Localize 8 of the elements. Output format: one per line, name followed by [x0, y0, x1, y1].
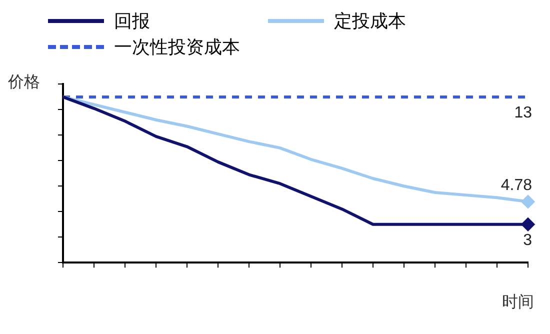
data-label: 4.78 [500, 177, 532, 194]
legend-label: 一次性投资成本 [114, 36, 240, 59]
y-axis-title: 价格 [8, 73, 40, 93]
data-label: 13 [514, 104, 532, 122]
x-axis-title: 时间 [502, 292, 534, 313]
data-label: 3 [523, 232, 532, 249]
legend-label: 回报 [114, 10, 150, 33]
legend-label: 定投成本 [334, 10, 406, 33]
